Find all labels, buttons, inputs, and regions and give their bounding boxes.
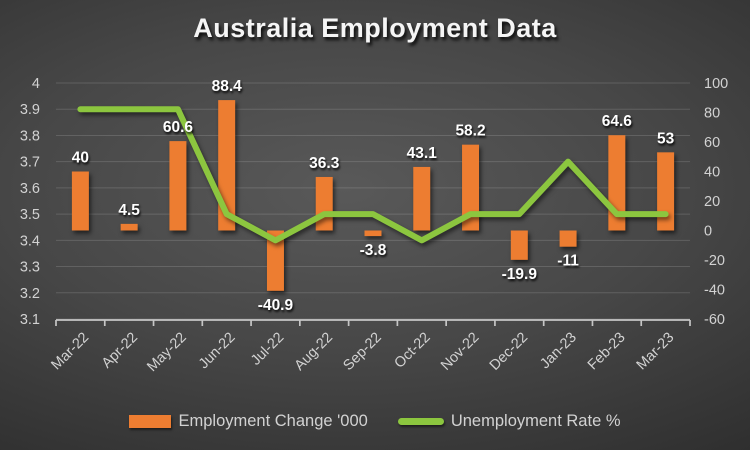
bar-data-label: 60.6 [163,119,194,136]
legend: Employment Change '000 Unemployment Rate… [0,403,750,439]
bar-Jan-23 [559,230,577,247]
bar-Jul-22 [266,230,284,291]
bar-Mar-22 [71,171,89,231]
bar-Mar-23 [657,152,675,231]
bar-data-label: 40 [72,150,89,167]
right-axis-tick-label: 100 [704,76,728,92]
left-axis-tick-label: 3.4 [20,233,40,249]
bar-Aug-22 [315,176,333,231]
x-axis-category-label: Nov-22 [438,330,482,374]
bar-Dec-22 [510,230,528,260]
right-axis-tick-label: 0 [704,224,712,240]
left-axis-tick-label: 3.8 [20,128,40,144]
x-axis-category-label: Mar-22 [48,330,92,374]
bar-Nov-22 [462,144,480,231]
left-axis-tick-label: 3.2 [20,286,40,302]
x-axis-category-label: Mar-23 [634,330,678,374]
bar-Apr-22 [120,223,138,231]
bar-data-label: -11 [557,253,579,270]
x-axis-category-label: Oct-22 [392,330,434,372]
bar-series-swatch-icon [129,414,172,428]
x-axis-category-label: Aug-22 [292,330,336,374]
bar-data-label: 53 [657,130,675,147]
bar-May-22 [169,141,187,231]
bar-data-label: -19.9 [502,266,538,283]
x-axis-category-label: Apr-22 [99,330,141,372]
bar-Sep-22 [364,230,382,237]
right-axis-tick-label: -40 [704,283,725,299]
bar-data-label: 64.6 [602,113,633,130]
bar-data-label: 58.2 [455,123,485,140]
legend-item-unemployment-rate: Unemployment Rate % [397,411,621,431]
unemployment-rate-line [77,106,669,244]
x-axis-category-label: Jan-23 [537,330,580,373]
legend-label-employment-change: Employment Change '000 [178,411,368,430]
legend-item-employment-change: Employment Change '000 [129,411,368,431]
x-axis-category-label: Dec-22 [487,330,531,374]
bar-data-label: 88.4 [212,78,243,95]
left-axis-tick-label: 3.7 [20,155,40,171]
left-axis-tick-label: 3.3 [20,260,40,276]
right-axis-tick-label: 80 [704,106,720,122]
line-series-swatch-icon [397,417,444,425]
x-axis-category-label: May-22 [144,330,190,376]
left-axis-tick-label: 3.1 [20,312,40,328]
left-axis-tick-label: 3.6 [20,181,40,197]
bar-data-label: 4.5 [118,202,140,219]
legend-label-unemployment-rate: Unemployment Rate % [450,411,621,430]
bar-Oct-22 [413,166,431,231]
left-axis-tick-label: 4 [32,76,40,92]
x-axis-category-label: Jun-22 [196,330,239,373]
x-axis-category-label: Sep-22 [340,330,384,374]
left-axis-tick-label: 3.9 [20,102,40,118]
left-axis-tick-label: 3.5 [20,207,40,223]
right-axis-tick-label: -20 [704,253,725,269]
bar-data-label: 36.3 [309,155,340,172]
right-axis-tick-label: 60 [704,135,720,151]
bar-data-label: -3.8 [360,242,387,259]
x-axis-category-label: Jul-22 [248,330,287,369]
chart-title: Australia Employment Data [193,13,557,43]
right-axis-tick-label: 20 [704,194,720,210]
right-axis-tick-label: 40 [704,165,720,181]
x-axis-category-label: Feb-23 [585,330,629,374]
bar-data-label: -40.9 [258,297,294,314]
right-axis-tick-label: -60 [704,312,725,328]
bar-data-label: 43.1 [407,145,438,162]
